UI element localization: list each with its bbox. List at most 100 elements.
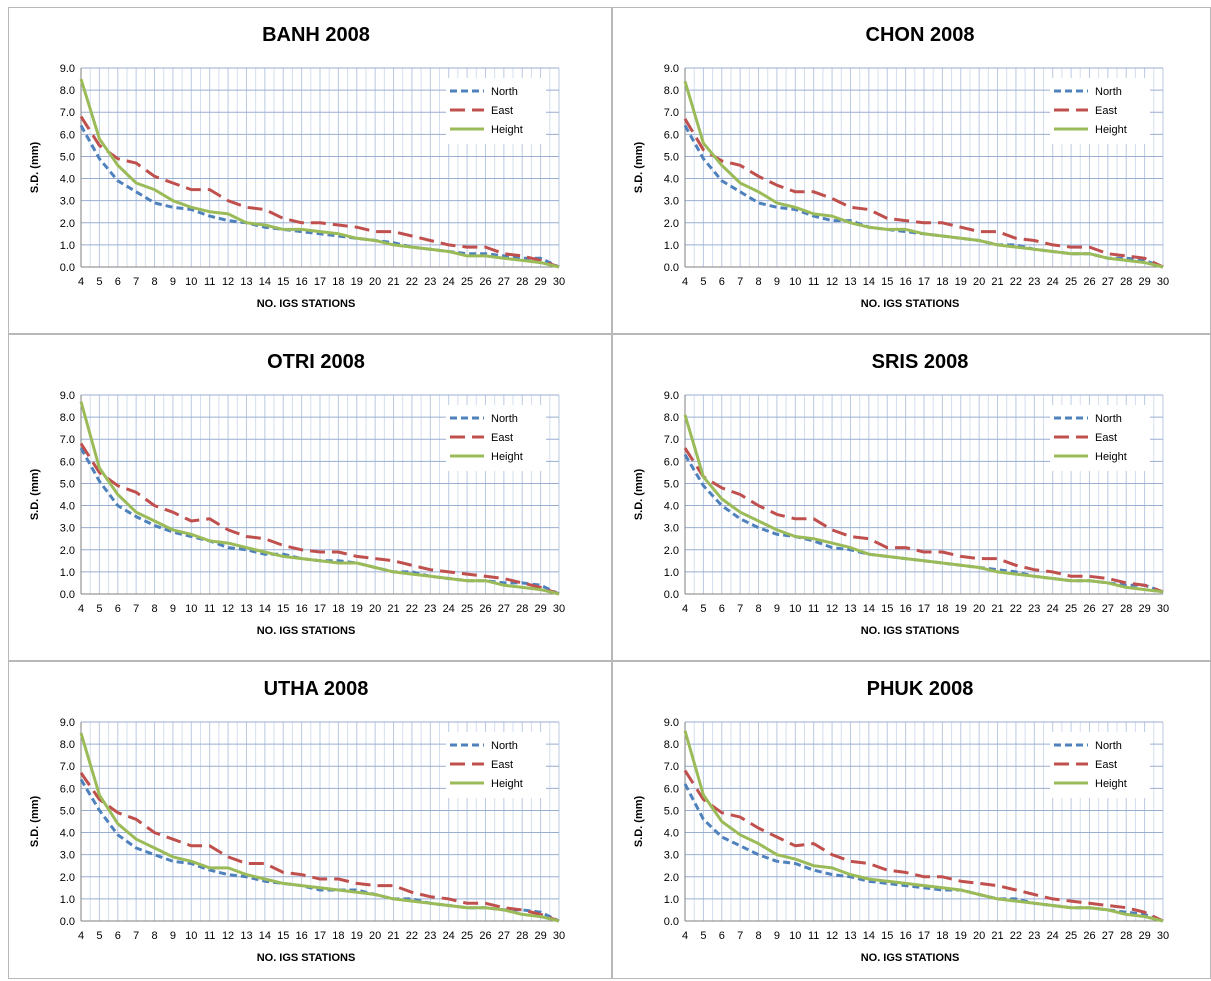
legend-label: Height [1095, 124, 1127, 136]
series-line-east [79, 115, 560, 269]
x-tick-label: 30 [1157, 930, 1169, 942]
y-tick-label: 3.0 [60, 196, 75, 208]
chart-panel: CHON 2008 0.0 1.0 2.0 3.0 4.0 5.0 6.0 7.0 8.0 9.0 4… [612, 7, 1211, 334]
x-tick-label: 30 [553, 603, 565, 615]
y-axis-title: S.D. (mm) [29, 468, 41, 520]
y-tick-label: 1.0 [60, 567, 75, 579]
x-tick-label: 4 [78, 603, 84, 615]
panel-border [8, 7, 612, 334]
x-tick-label: 15 [881, 930, 893, 942]
x-tick-label: 22 [1010, 930, 1022, 942]
x-tick-label: 13 [240, 276, 252, 288]
x-tick-label: 10 [185, 603, 197, 615]
y-tick-label: 0.0 [664, 262, 679, 274]
x-tick-label: 9 [170, 930, 176, 942]
chart-title: PHUK 2008 [867, 678, 974, 700]
x-tick-label: 11 [808, 930, 819, 942]
x-tick-label: 6 [719, 603, 725, 615]
x-tick-label: 12 [826, 603, 838, 615]
legend-label: East [1095, 105, 1117, 117]
y-tick-label: 3.0 [664, 523, 679, 535]
x-tick-label: 15 [881, 603, 893, 615]
chart-svg: BANH 2008 0.0 1.0 2.0 3.0 4.0 5.0 6.0 7.0 8.0 9.0 4… [8, 7, 612, 334]
x-tick-label: 15 [277, 930, 289, 942]
x-tick-label: 30 [1157, 276, 1169, 288]
y-tick-label: 2.0 [60, 545, 75, 557]
x-tick-label: 9 [774, 930, 780, 942]
x-tick-label: 27 [498, 930, 510, 942]
chart-svg: UTHA 2008 0.0 1.0 2.0 3.0 4.0 5.0 6.0 7.0 8.0 9.0 4… [8, 661, 612, 979]
series-line-north [79, 124, 560, 269]
chart-panel: OTRI 2008 0.0 1.0 2.0 3.0 4.0 5.0 6.0 7.0 8.0 9.0 4… [8, 334, 612, 661]
x-tick-label: 5 [96, 603, 102, 615]
y-tick-label: 0.0 [60, 916, 75, 928]
x-tick-label: 28 [1120, 603, 1132, 615]
x-tick-label: 19 [955, 603, 967, 615]
x-tick-label: 16 [899, 603, 911, 615]
x-tick-label: 14 [259, 276, 271, 288]
legend-label: East [1095, 432, 1117, 444]
x-tick-label: 24 [443, 603, 455, 615]
x-tick-label: 4 [682, 603, 688, 615]
x-tick-label: 21 [991, 276, 1003, 288]
x-tick-label: 25 [1065, 603, 1077, 615]
y-tick-label: 2.0 [60, 872, 75, 884]
y-tick-label: 8.0 [60, 739, 75, 751]
x-tick-label: 28 [1120, 930, 1132, 942]
x-tick-label: 8 [755, 930, 761, 942]
x-tick-label: 16 [899, 276, 911, 288]
x-tick-label: 4 [78, 930, 84, 942]
series-line-height [683, 414, 1164, 594]
y-tick-label: 8.0 [60, 85, 75, 97]
x-tick-label: 21 [387, 276, 399, 288]
x-tick-label: 30 [1157, 603, 1169, 615]
legend-label: North [1095, 740, 1122, 752]
x-tick-label: 30 [553, 930, 565, 942]
x-tick-label: 28 [516, 930, 528, 942]
x-tick-label: 14 [863, 603, 875, 615]
y-tick-label: 6.0 [664, 129, 679, 141]
x-tick-label: 15 [881, 276, 893, 288]
y-tick-label: 6.0 [664, 456, 679, 468]
x-tick-label: 6 [115, 603, 121, 615]
x-tick-label: 26 [479, 276, 491, 288]
x-tick-label: 9 [170, 603, 176, 615]
legend-label: East [491, 759, 513, 771]
series-line-height [79, 732, 560, 923]
x-tick-label: 27 [498, 603, 510, 615]
x-tick-label: 15 [277, 603, 289, 615]
x-tick-label: 7 [737, 276, 743, 288]
x-tick-label: 7 [133, 276, 139, 288]
y-tick-label: 0.0 [664, 916, 679, 928]
series-line-east [683, 447, 1164, 594]
legend-label: East [491, 432, 513, 444]
x-tick-label: 20 [369, 930, 381, 942]
y-axis-title: S.D. (mm) [29, 795, 41, 847]
x-tick-label: 7 [737, 930, 743, 942]
chart-svg: PHUK 2008 0.0 1.0 2.0 3.0 4.0 5.0 6.0 7.0 8.0 9.0 4… [612, 661, 1211, 979]
y-tick-label: 9.0 [664, 390, 679, 402]
x-tick-label: 23 [424, 603, 436, 615]
x-tick-label: 7 [737, 603, 743, 615]
legend-label: East [491, 105, 513, 117]
x-axis-title: NO. IGS STATIONS [861, 298, 960, 310]
x-tick-label: 13 [844, 930, 856, 942]
legend-label: East [1095, 759, 1117, 771]
x-tick-label: 8 [151, 603, 157, 615]
y-tick-label: 9.0 [664, 717, 679, 729]
y-tick-label: 2.0 [664, 872, 679, 884]
x-tick-label: 19 [351, 603, 363, 615]
chart-svg: CHON 2008 0.0 1.0 2.0 3.0 4.0 5.0 6.0 7.0 8.0 9.0 4… [612, 7, 1211, 334]
x-tick-label: 6 [115, 276, 121, 288]
y-tick-label: 3.0 [664, 850, 679, 862]
x-tick-label: 29 [1138, 930, 1150, 942]
y-tick-label: 8.0 [60, 412, 75, 424]
x-tick-label: 11 [204, 930, 215, 942]
x-tick-label: 17 [314, 930, 326, 942]
x-tick-label: 10 [185, 276, 197, 288]
x-tick-label: 24 [1047, 603, 1059, 615]
y-tick-label: 0.0 [60, 262, 75, 274]
x-tick-label: 16 [295, 276, 307, 288]
series-line-north [683, 783, 1164, 923]
x-tick-label: 23 [1028, 930, 1040, 942]
